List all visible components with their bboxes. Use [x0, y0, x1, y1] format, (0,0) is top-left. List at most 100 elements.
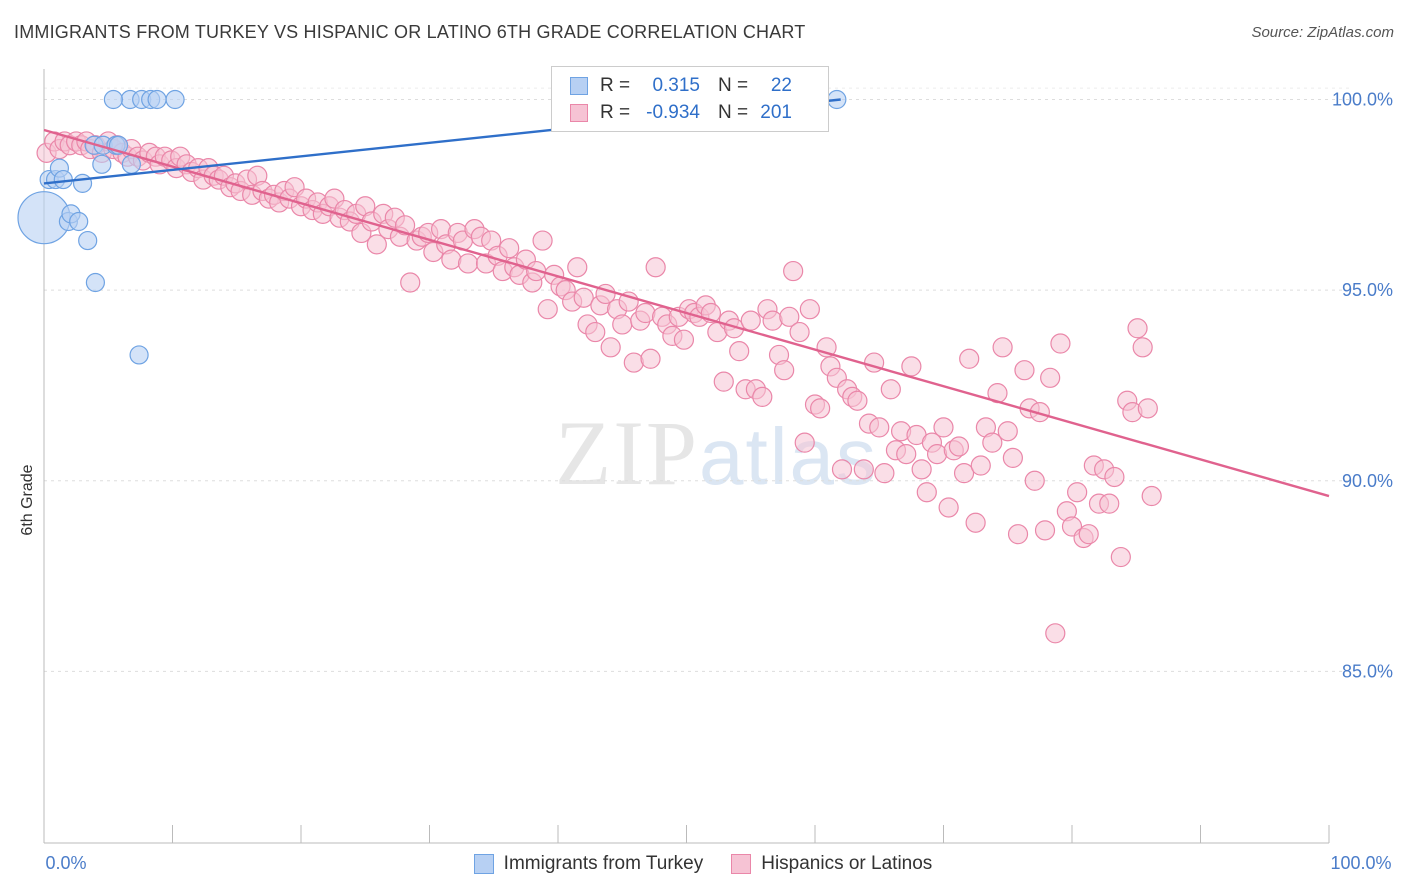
y-tick-label: 95.0%	[1342, 280, 1393, 300]
data-point-hispanic	[970, 455, 991, 476]
data-point-hispanic	[585, 321, 606, 343]
data-point-hispanic	[933, 417, 954, 438]
data-point-hispanic	[1002, 447, 1023, 469]
data-point-hispanic	[1014, 360, 1035, 381]
data-point-hispanic	[774, 360, 795, 381]
data-point-hispanic	[948, 436, 970, 457]
data-point-hispanic	[901, 356, 922, 377]
data-point-hispanic	[567, 257, 588, 278]
data-point-hispanic	[853, 459, 874, 480]
data-point-hispanic	[1040, 367, 1061, 388]
legend-swatch-pink	[570, 104, 588, 122]
data-point-hispanic	[869, 417, 890, 438]
data-point-hispanic	[537, 299, 558, 320]
source-label: Source: ZipAtlas.com	[1251, 24, 1394, 41]
trend-line-hispanic	[43, 128, 1330, 498]
data-point-hispanic	[457, 253, 479, 274]
data-point-hispanic	[640, 348, 661, 369]
watermark-zip: ZIP	[555, 402, 699, 504]
data-point-hispanic	[779, 306, 800, 327]
data-point-hispanic	[1110, 546, 1131, 568]
data-point-hispanic	[1141, 485, 1162, 507]
legend-n-value: 201	[760, 102, 792, 123]
data-point-hispanic	[1078, 524, 1099, 545]
data-point-hispanic	[965, 512, 986, 533]
legend-swatch-pink	[731, 854, 752, 874]
tick-labels: 85.0% 90.0% 95.0% 100.0% 0.0% 100.0%	[45, 90, 1393, 873]
legend-n-label: N =	[718, 102, 749, 123]
correlation-legend: R = 0.315 N = 22 R = -0.934 N = 201	[551, 66, 829, 132]
data-point-hispanic	[997, 421, 1018, 442]
data-point-hispanic	[729, 341, 750, 362]
data-point-hispanic	[916, 482, 937, 503]
data-point-turkey	[129, 345, 149, 365]
data-point-hispanic	[366, 234, 387, 255]
legend-label-hispanic: Hispanics or Latinos	[761, 853, 933, 874]
legend-item-turkey[interactable]: Immigrants from Turkey	[473, 853, 703, 875]
data-point-hispanic	[1024, 470, 1045, 491]
data-point-hispanic	[600, 337, 621, 358]
data-point-hispanic	[1007, 524, 1029, 545]
legend-n-label: N =	[718, 75, 749, 96]
data-point-hispanic	[499, 238, 520, 259]
data-point-hispanic	[635, 302, 656, 324]
data-point-turkey	[72, 173, 93, 193]
data-point-hispanic	[752, 386, 773, 408]
y-tick-label: 85.0%	[1342, 661, 1393, 681]
data-point-hispanic	[713, 371, 734, 392]
data-point-hispanic	[789, 321, 810, 343]
data-point-hispanic	[880, 379, 901, 400]
data-point-hispanic	[1050, 333, 1071, 354]
data-point-hispanic	[938, 497, 959, 518]
data-point-hispanic	[1104, 466, 1125, 488]
data-point-turkey	[121, 154, 141, 174]
data-point-hispanic	[1137, 398, 1158, 419]
legend-r-label: R =	[600, 102, 631, 123]
y-tick-label: 100.0%	[1332, 90, 1393, 110]
data-point-hispanic	[831, 459, 853, 480]
data-point-turkey	[92, 154, 112, 174]
data-point-hispanic	[992, 337, 1013, 358]
data-point-hispanic	[794, 432, 815, 453]
legend-swatch-blue	[473, 854, 494, 874]
series-hispanics-points	[36, 131, 1162, 644]
data-point-turkey	[78, 230, 98, 251]
data-point-hispanic	[623, 352, 644, 373]
data-point-turkey	[147, 89, 167, 110]
data-point-hispanic	[740, 310, 761, 331]
data-point-hispanic	[1132, 337, 1153, 358]
data-point-hispanic	[847, 390, 868, 411]
trend-lines	[43, 98, 1330, 498]
data-point-hispanic	[799, 299, 820, 320]
data-point-hispanic	[645, 257, 666, 278]
data-point-turkey	[165, 89, 185, 110]
legend-r-value: 0.315	[652, 75, 700, 96]
watermark-atlas: atlas	[699, 412, 878, 501]
data-point-hispanic	[673, 329, 695, 350]
data-point-hispanic	[953, 463, 975, 484]
data-point-turkey	[85, 272, 106, 293]
data-point-hispanic	[911, 459, 932, 480]
legend-item-hispanic[interactable]: Hispanics or Latinos	[731, 853, 932, 875]
series-legend: Immigrants from Turkey Hispanics or Lati…	[0, 852, 1406, 876]
data-point-hispanic	[926, 443, 948, 465]
data-point-hispanic	[400, 272, 421, 293]
data-point-hispanic	[1067, 482, 1088, 503]
data-point-hispanic	[1034, 520, 1056, 541]
data-point-hispanic	[959, 348, 980, 369]
data-point-hispanic	[1045, 623, 1066, 644]
data-point-turkey	[69, 211, 89, 232]
y-tick-label: 90.0%	[1342, 471, 1393, 491]
chart-title: IMMIGRANTS FROM TURKEY VS HISPANIC OR LA…	[14, 22, 806, 42]
data-point-hispanic	[810, 398, 831, 419]
data-point-hispanic	[1127, 318, 1148, 339]
data-point-hispanic	[896, 443, 917, 465]
watermark: ZIPatlas	[555, 400, 878, 506]
data-point-hispanic	[394, 215, 416, 236]
x-tick-label: 0.0%	[45, 853, 86, 873]
legend-swatch-blue	[570, 77, 588, 95]
legend-n-value: 22	[770, 75, 792, 96]
data-point-hispanic	[532, 230, 553, 251]
legend-row-hispanic: R = -0.934 N = 201	[570, 102, 792, 124]
